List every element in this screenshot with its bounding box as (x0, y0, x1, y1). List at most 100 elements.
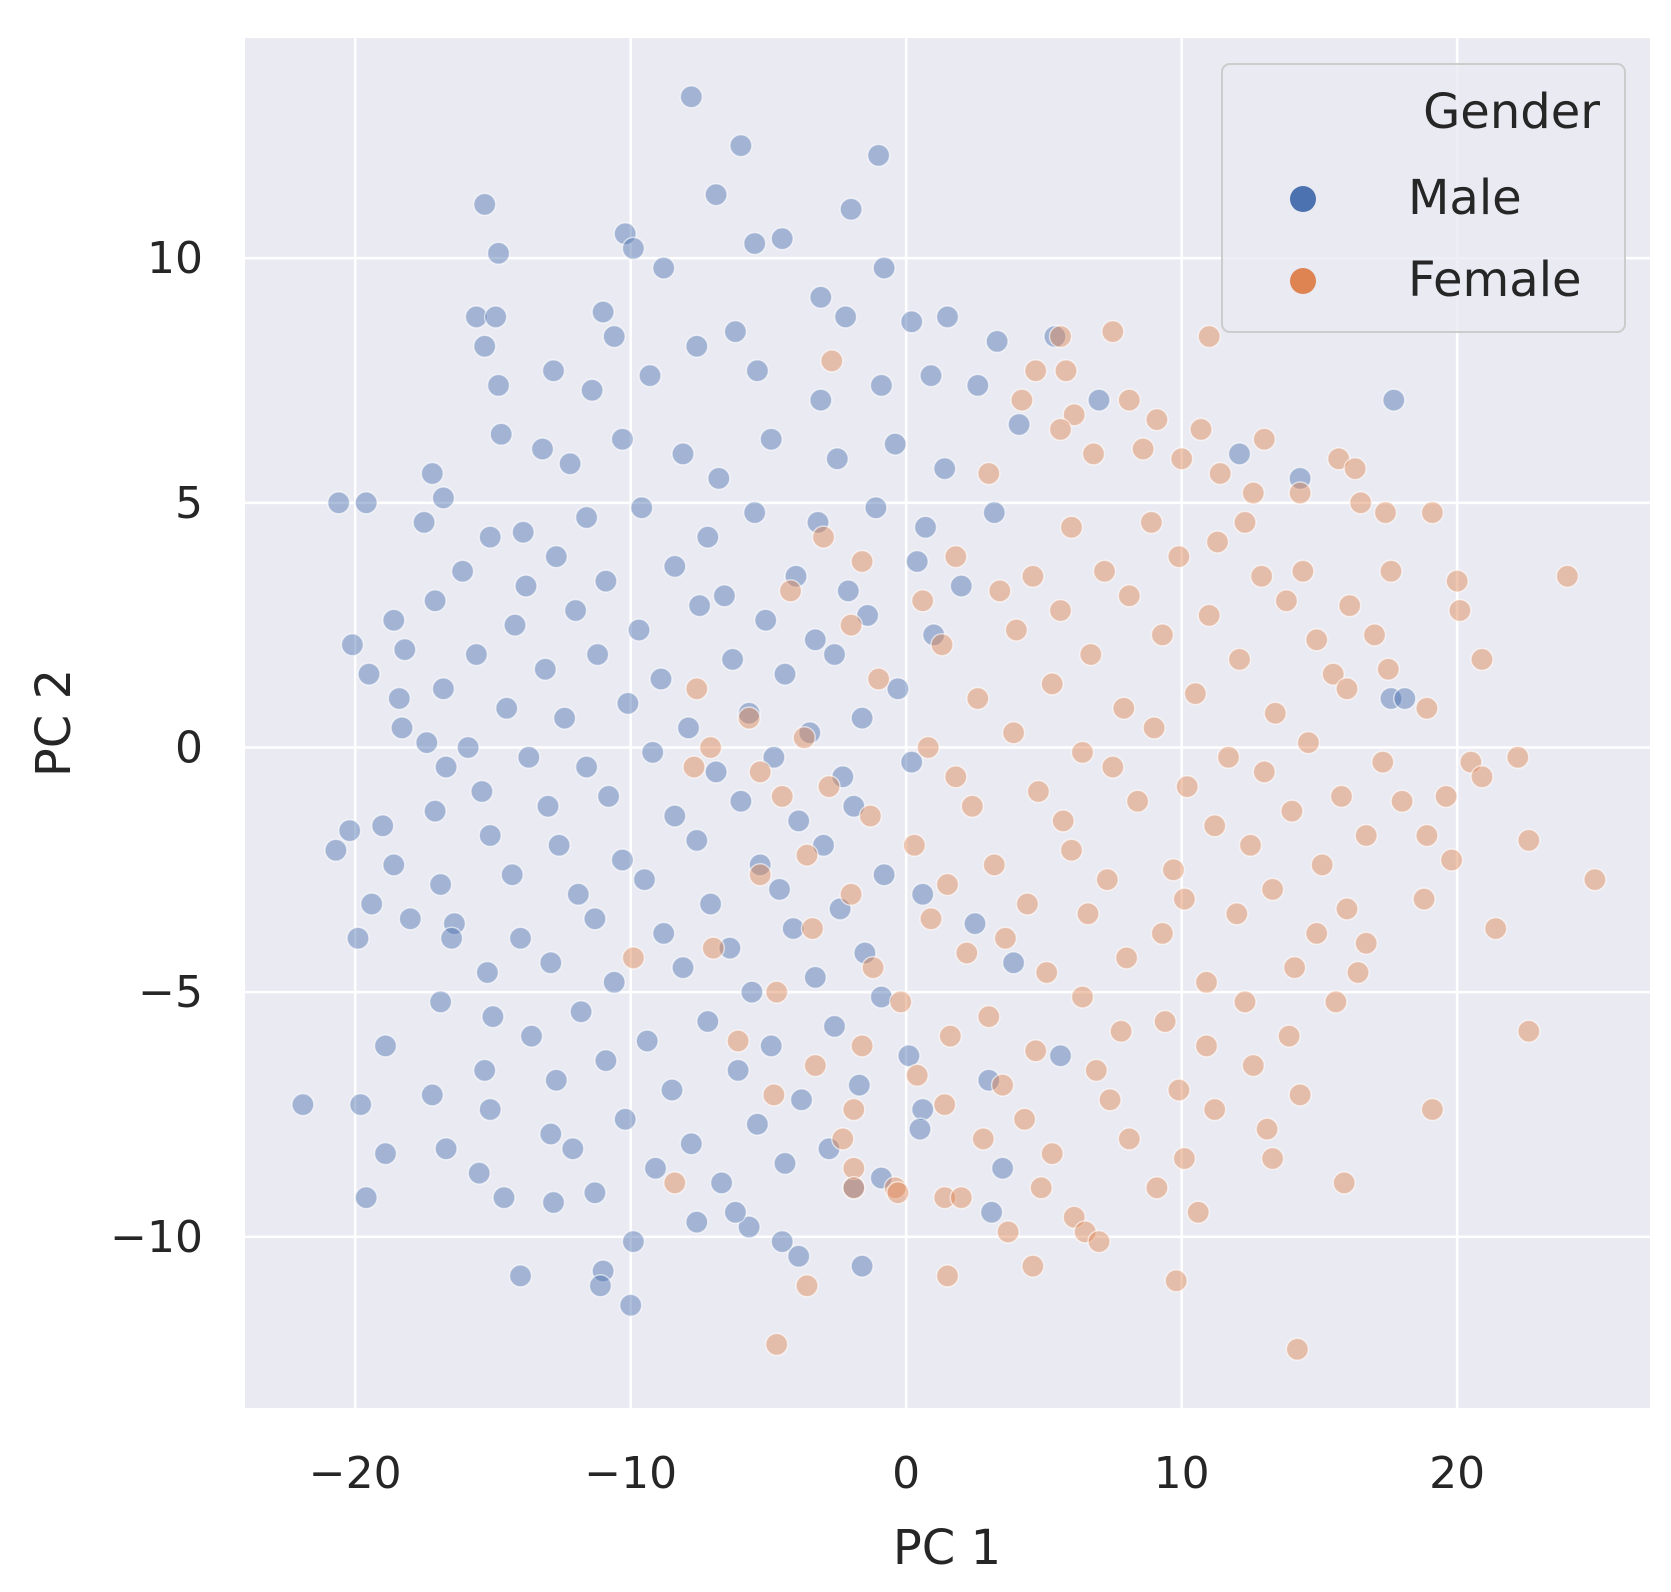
data-point (591, 1259, 615, 1283)
data-point (1583, 867, 1607, 892)
data-point (1109, 1019, 1133, 1044)
data-point (1227, 442, 1252, 466)
data-point (552, 706, 577, 730)
data-point (676, 716, 701, 740)
data-point (420, 461, 445, 486)
data-point (712, 584, 737, 608)
data-point (533, 657, 558, 681)
data-point (1101, 755, 1125, 779)
data-point (872, 862, 896, 887)
data-point (594, 569, 618, 593)
data-point (1354, 823, 1378, 848)
data-point (685, 1210, 709, 1234)
data-point (679, 1132, 704, 1156)
data-point (850, 549, 874, 574)
data-point (1175, 774, 1199, 799)
data-point (354, 1185, 378, 1210)
data-point (1263, 701, 1288, 725)
data-point (685, 334, 709, 359)
data-point (869, 985, 894, 1009)
data-point (897, 1043, 921, 1068)
data-point (803, 965, 828, 990)
data-point (1186, 1200, 1210, 1225)
data-point (1040, 672, 1064, 696)
data-point (1026, 779, 1051, 804)
data-point (439, 926, 464, 951)
data-point (434, 1136, 458, 1161)
series-female (621, 319, 1607, 1362)
data-point (720, 647, 745, 672)
data-point (1506, 745, 1530, 770)
data-point (1087, 388, 1111, 412)
data-point (508, 1264, 533, 1288)
data-point (643, 1156, 668, 1181)
data-point (478, 823, 502, 848)
data-point (450, 559, 475, 584)
data-point (696, 1009, 720, 1034)
data-point (635, 1029, 659, 1053)
data-point (990, 1156, 1015, 1181)
data-point (921, 623, 946, 647)
data-point (472, 334, 497, 359)
data-point (1145, 407, 1169, 432)
data-point (1434, 784, 1458, 809)
data-point (1555, 564, 1580, 588)
data-point (817, 1136, 841, 1161)
data-point (982, 500, 1007, 525)
data-point (792, 725, 816, 750)
data-point (420, 1083, 445, 1107)
data-point (1277, 1024, 1301, 1048)
data-point (618, 1293, 643, 1318)
data-point (481, 1004, 505, 1029)
data-point (971, 1127, 996, 1151)
data-point (492, 1185, 516, 1210)
data-point (1125, 789, 1150, 814)
data-point (770, 784, 794, 809)
data-point (390, 716, 414, 740)
data-point (514, 574, 538, 598)
data-point (1084, 1058, 1109, 1083)
data-point (742, 500, 767, 525)
data-point (1117, 388, 1142, 412)
data-point (1117, 584, 1142, 608)
data-point (530, 437, 555, 461)
legend-marker-male (1290, 186, 1316, 212)
data-point (723, 319, 748, 344)
data-point (1048, 1043, 1073, 1068)
data-point (850, 1254, 874, 1278)
data-point (836, 579, 861, 603)
data-point (1517, 828, 1541, 853)
data-point (806, 510, 830, 535)
data-point (671, 955, 695, 980)
data-point (795, 843, 819, 867)
data-point (1354, 931, 1378, 955)
data-point (742, 231, 767, 256)
data-point (1346, 960, 1370, 985)
data-point (580, 378, 604, 403)
data-point (574, 505, 599, 530)
data-point (423, 799, 447, 823)
data-point (354, 491, 378, 515)
data-point (1252, 760, 1277, 784)
data-point (1233, 510, 1257, 535)
data-point (1227, 647, 1252, 672)
data-point (1197, 603, 1221, 628)
data-point (1285, 1337, 1310, 1362)
data-point (1241, 1053, 1266, 1078)
data-point (412, 510, 436, 535)
data-point (1216, 745, 1241, 770)
data-point (786, 1244, 811, 1269)
data-point (833, 305, 858, 329)
data-point (431, 677, 456, 701)
data-point (1059, 838, 1084, 862)
data-point (486, 373, 511, 398)
data-point (910, 588, 935, 613)
data-point (486, 241, 511, 266)
data-point (1304, 921, 1329, 946)
data-point (704, 182, 728, 207)
data-point (916, 735, 940, 760)
data-point (1439, 848, 1464, 872)
data-point (778, 579, 803, 603)
data-point (428, 872, 453, 897)
data-point (1288, 481, 1312, 505)
